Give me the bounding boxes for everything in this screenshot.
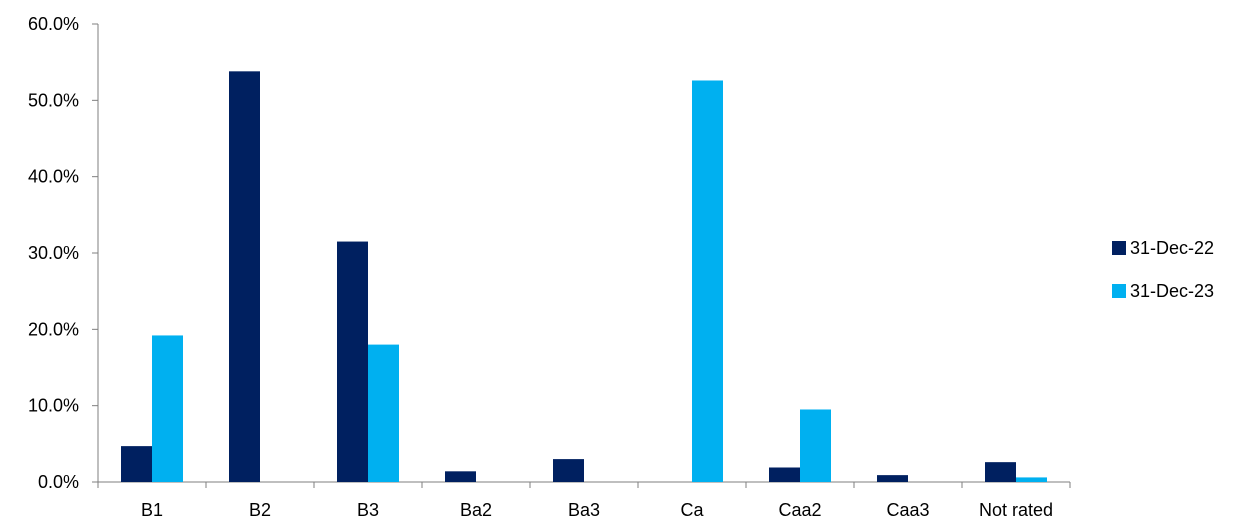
x-tick-label: Not rated bbox=[979, 500, 1053, 520]
legend-label-series-1: 31-Dec-22 bbox=[1130, 237, 1215, 258]
bar-2-b1 bbox=[152, 335, 183, 482]
y-axis: 0.0% 10.0% 20.0% 30.0% 40.0% 50.0% 60.0% bbox=[28, 14, 99, 492]
y-tick-label: 0.0% bbox=[38, 472, 79, 492]
x-tick-label: Ba2 bbox=[460, 500, 492, 520]
y-tick-label: 30.0% bbox=[28, 243, 79, 263]
x-tick-label: Ca bbox=[680, 500, 704, 520]
y-tick-label: 50.0% bbox=[28, 90, 79, 110]
y-tick-label: 60.0% bbox=[28, 14, 79, 34]
bar-1-ba2 bbox=[445, 471, 476, 482]
legend-item-series-1: 31-Dec-22 bbox=[1112, 238, 1214, 258]
legend-item-series-2: 31-Dec-23 bbox=[1112, 281, 1214, 301]
bar-1-not-rated bbox=[985, 462, 1016, 482]
x-tick-label: Caa3 bbox=[886, 500, 929, 520]
x-tick-label: Caa2 bbox=[778, 500, 821, 520]
legend-label-series-2: 31-Dec-23 bbox=[1130, 280, 1215, 301]
bar-1-b2 bbox=[229, 71, 260, 483]
bar-1-ba3 bbox=[553, 459, 584, 482]
x-tick-label: B3 bbox=[357, 500, 379, 520]
y-tick-label: 10.0% bbox=[28, 396, 79, 416]
bar-2-caa2 bbox=[800, 409, 831, 482]
bar-2-ca bbox=[692, 80, 723, 482]
y-tick-label: 20.0% bbox=[28, 319, 79, 339]
bar-1-caa3 bbox=[877, 475, 908, 482]
bar-1-b1 bbox=[121, 446, 152, 482]
bar-1-b3 bbox=[337, 241, 368, 482]
bars bbox=[121, 71, 1047, 483]
y-tick-label: 40.0% bbox=[28, 167, 79, 187]
legend-swatch-series-1 bbox=[1112, 241, 1126, 255]
legend-swatch-series-2 bbox=[1112, 284, 1126, 298]
x-axis: B1 B2 B3 Ba2 Ba3 Ca Caa2 Caa3 Not rated bbox=[97, 481, 1071, 520]
bar-1-caa2 bbox=[769, 467, 800, 482]
x-tick-label: B1 bbox=[141, 500, 163, 520]
legend: 31-Dec-22 31-Dec-23 bbox=[1112, 238, 1214, 324]
bar-2-not-rated bbox=[1016, 477, 1047, 482]
x-tick-label: Ba3 bbox=[568, 500, 600, 520]
bar-2-b3 bbox=[368, 344, 399, 482]
x-tick-label: B2 bbox=[249, 500, 271, 520]
